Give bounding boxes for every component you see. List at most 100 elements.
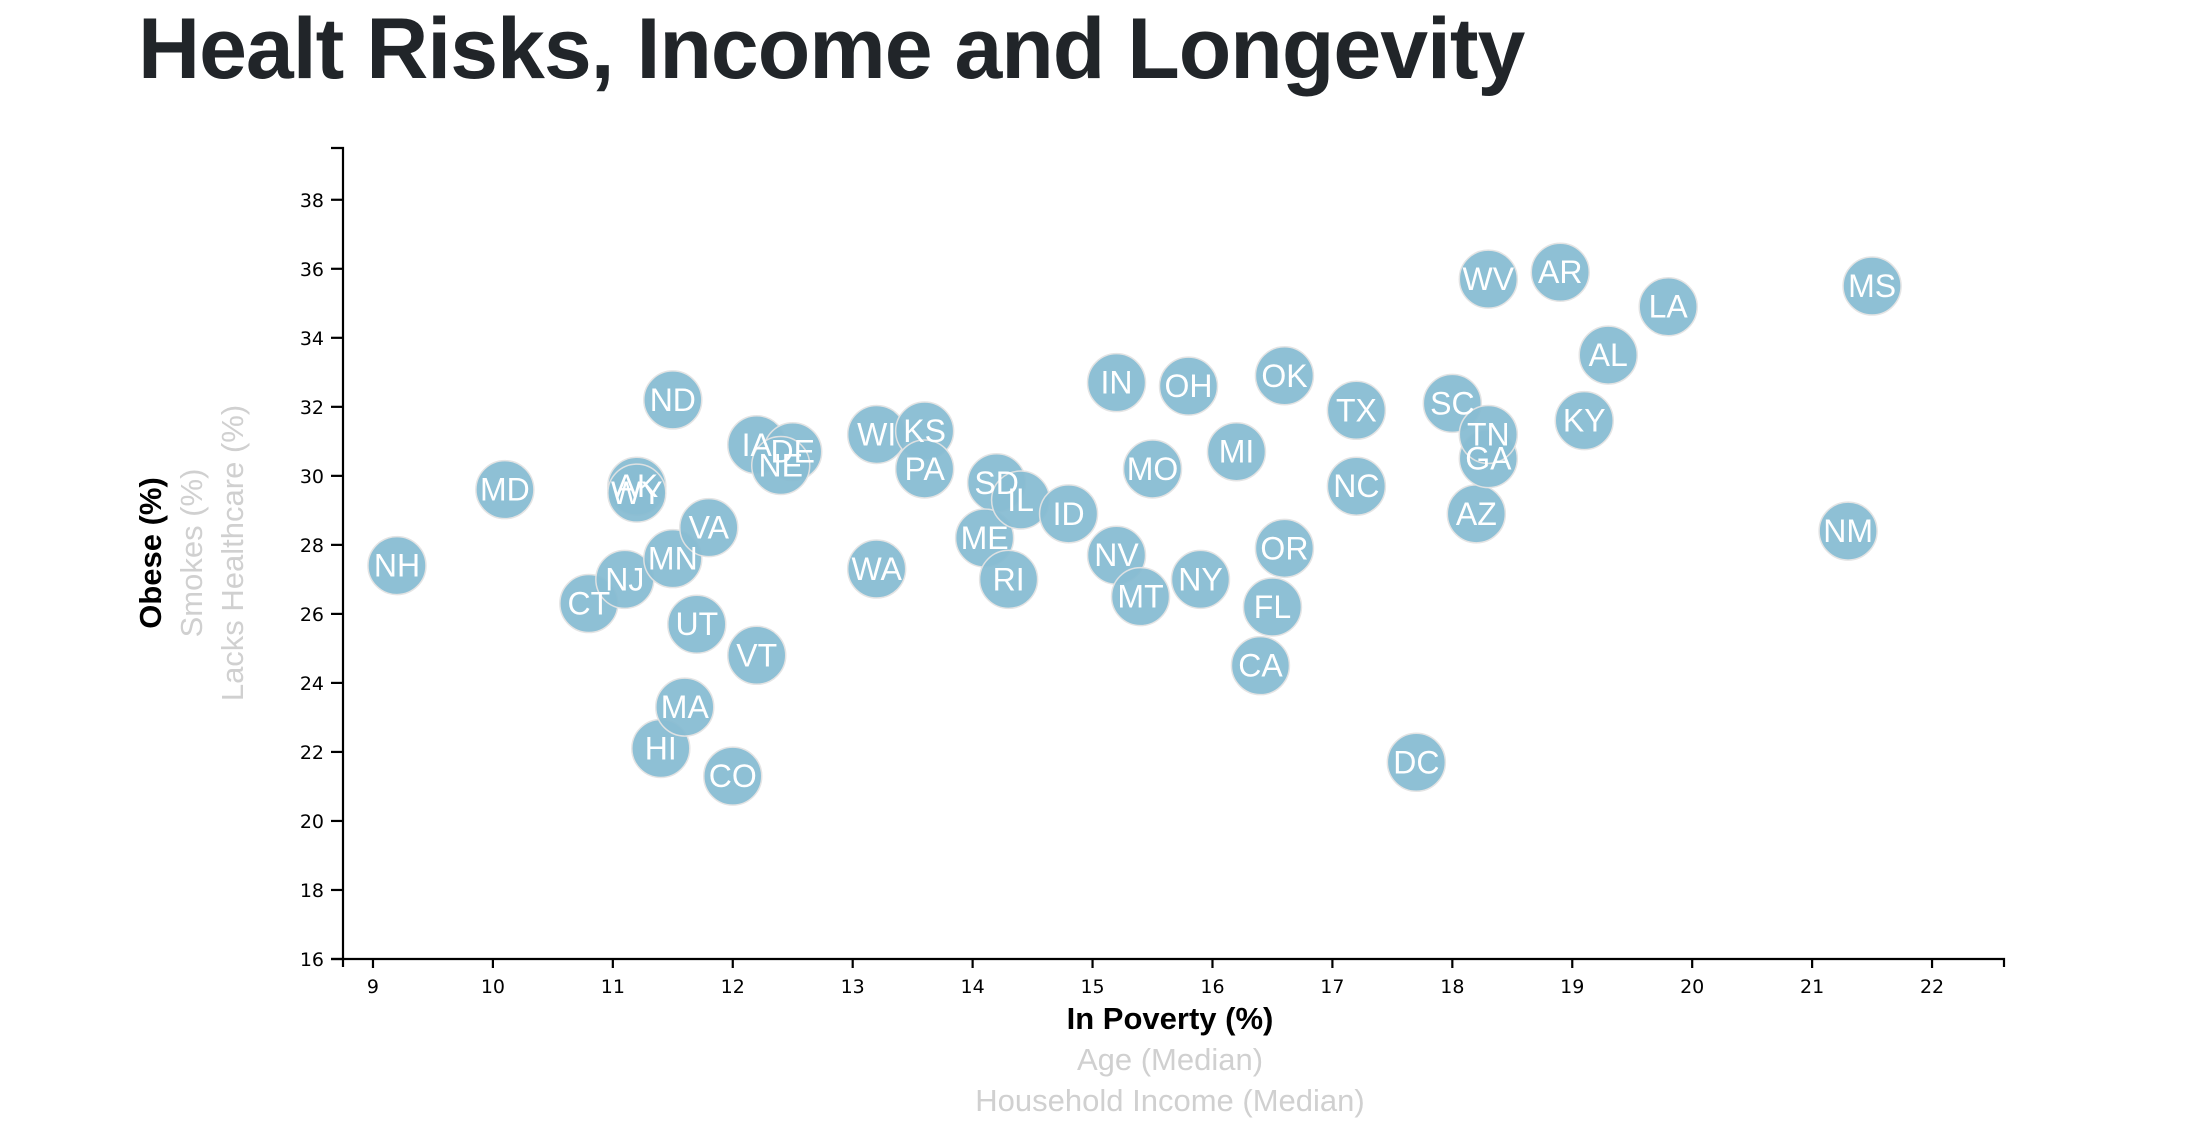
y-axis-title-obese[interactable]: Obese (%) xyxy=(133,477,168,629)
point-label-in: IN xyxy=(1101,365,1133,401)
data-point-ok[interactable] xyxy=(1254,346,1315,406)
x-axis-title-age[interactable]: Age (Median) xyxy=(1077,1042,1263,1077)
x-axis-title-income[interactable]: Household Income (Median) xyxy=(975,1083,1364,1118)
data-point-nc[interactable] xyxy=(1326,456,1387,516)
point-label-ga: GA xyxy=(1465,441,1512,477)
data-point-co[interactable] xyxy=(703,746,763,806)
point-label-nd: ND xyxy=(650,382,696,418)
y-tick-label: 34 xyxy=(300,328,324,350)
y-axis-titles: Obese (%) Smokes (%) Lacks Healthcare (%… xyxy=(133,405,250,701)
point-label-ia: IA xyxy=(742,427,773,463)
data-point-mo[interactable] xyxy=(1122,439,1183,499)
data-point-ky[interactable] xyxy=(1554,390,1615,451)
data-point-tx[interactable] xyxy=(1326,380,1387,441)
point-label-ar: AR xyxy=(1538,254,1582,290)
x-tick-label: 9 xyxy=(367,976,379,998)
y-tick-label: 28 xyxy=(300,535,324,557)
data-point-in[interactable] xyxy=(1086,352,1147,413)
point-label-nv: NV xyxy=(1094,537,1139,573)
y-tick-label: 32 xyxy=(300,397,324,419)
x-axis: 9 10 11 12 13 14 15 16 17 18 19 20 21 22 xyxy=(341,957,2006,998)
point-label-mi: MI xyxy=(1219,434,1255,470)
data-point-nm[interactable] xyxy=(1818,501,1878,561)
point-label-mt: MT xyxy=(1117,579,1163,615)
point-label-ny: NY xyxy=(1178,561,1222,597)
y-tick-label: 24 xyxy=(300,673,324,695)
point-label-ks: KS xyxy=(903,413,946,449)
x-tick-label: 22 xyxy=(1920,976,1944,998)
x-tick-label: 12 xyxy=(721,976,745,998)
point-label-nh: NH xyxy=(374,548,420,584)
point-label-fl: FL xyxy=(1254,589,1291,625)
data-point-id[interactable] xyxy=(1038,484,1099,544)
data-point-nd[interactable] xyxy=(643,370,703,430)
point-label-mo: MO xyxy=(1127,451,1179,487)
y-axis-title-lacks-healthcare[interactable]: Lacks Healthcare (%) xyxy=(215,405,250,701)
data-point-ri[interactable] xyxy=(978,549,1039,610)
data-point-oh[interactable] xyxy=(1158,356,1219,416)
y-axis-title-smokes[interactable]: Smokes (%) xyxy=(174,469,209,638)
point-label-ak: AK xyxy=(615,468,658,504)
x-tick-label: 21 xyxy=(1800,976,1824,998)
data-point-ms[interactable] xyxy=(1842,256,1902,316)
data-point-tn[interactable] xyxy=(1458,404,1519,465)
point-label-dc: DC xyxy=(1393,744,1439,780)
x-tick-label: 20 xyxy=(1680,976,1704,998)
point-label-pa: PA xyxy=(904,451,945,487)
data-point-mi[interactable] xyxy=(1206,421,1267,482)
data-point-dc[interactable] xyxy=(1386,732,1447,793)
x-tick-label: 16 xyxy=(1200,976,1224,998)
x-tick-label: 14 xyxy=(961,976,985,998)
x-axis-title-poverty[interactable]: In Poverty (%) xyxy=(1067,1001,1274,1036)
data-point-wa[interactable] xyxy=(846,539,907,599)
point-label-ca: CA xyxy=(1238,648,1283,684)
point-label-wy: WY xyxy=(611,475,663,511)
y-tick-label: 16 xyxy=(300,949,324,971)
data-point-la[interactable] xyxy=(1638,276,1698,337)
point-label-wi: WI xyxy=(857,416,896,452)
data-point-wy[interactable] xyxy=(607,463,667,523)
data-point-va[interactable] xyxy=(679,497,739,558)
y-tick-label: 36 xyxy=(300,259,324,281)
point-label-ne: NE xyxy=(759,447,803,483)
y-tick-label: 18 xyxy=(300,880,324,902)
data-point-fl[interactable] xyxy=(1242,577,1303,637)
x-tick-label: 18 xyxy=(1440,976,1464,998)
point-label-al: AL xyxy=(1589,337,1628,373)
point-label-ri: RI xyxy=(993,561,1025,597)
data-point-ny[interactable] xyxy=(1170,549,1231,610)
data-point-ar[interactable] xyxy=(1530,242,1591,302)
point-label-nc: NC xyxy=(1333,468,1379,504)
data-point-ne[interactable] xyxy=(750,435,811,496)
data-point-nh[interactable] xyxy=(367,535,427,596)
data-point-ma[interactable] xyxy=(655,677,715,737)
point-label-md: MD xyxy=(480,472,530,508)
data-point-mt[interactable] xyxy=(1110,566,1171,627)
point-label-il: IL xyxy=(1007,482,1034,518)
y-axis: 16 18 20 22 24 26 28 30 32 34 36 38 xyxy=(300,146,345,971)
data-point-md[interactable] xyxy=(475,459,535,520)
data-point-or[interactable] xyxy=(1254,518,1315,579)
point-label-ky: KY xyxy=(1563,403,1606,439)
point-label-ma: MA xyxy=(661,689,710,725)
x-tick-label: 15 xyxy=(1080,976,1104,998)
point-label-oh: OH xyxy=(1164,368,1212,404)
point-label-mn: MN xyxy=(648,541,698,577)
data-point-wv[interactable] xyxy=(1458,249,1519,309)
point-label-ms: MS xyxy=(1848,268,1896,304)
point-label-va: VA xyxy=(689,510,730,546)
point-label-ok: OK xyxy=(1261,358,1307,394)
data-point-ut[interactable] xyxy=(667,594,727,654)
data-point-vt[interactable] xyxy=(727,625,787,686)
point-label-vt: VT xyxy=(736,637,777,673)
point-label-tx: TX xyxy=(1336,392,1377,428)
data-point-pa[interactable] xyxy=(894,439,955,499)
x-tick-label: 10 xyxy=(481,976,505,998)
data-point-ca[interactable] xyxy=(1230,635,1291,696)
data-point-al[interactable] xyxy=(1578,325,1638,385)
point-label-nm: NM xyxy=(1823,513,1873,549)
point-label-sd: SD xyxy=(974,465,1018,501)
point-label-co: CO xyxy=(709,758,757,794)
point-label-or: OR xyxy=(1260,530,1308,566)
